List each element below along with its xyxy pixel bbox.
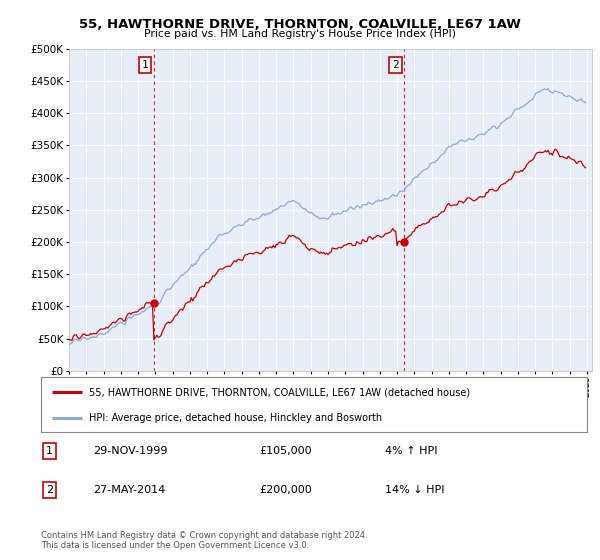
Text: 14% ↓ HPI: 14% ↓ HPI xyxy=(385,485,444,495)
Text: HPI: Average price, detached house, Hinckley and Bosworth: HPI: Average price, detached house, Hinc… xyxy=(89,413,382,422)
Text: Contains HM Land Registry data © Crown copyright and database right 2024.
This d: Contains HM Land Registry data © Crown c… xyxy=(41,531,367,550)
Text: 27-MAY-2014: 27-MAY-2014 xyxy=(92,485,165,495)
Text: 29-NOV-1999: 29-NOV-1999 xyxy=(92,446,167,456)
Text: 55, HAWTHORNE DRIVE, THORNTON, COALVILLE, LE67 1AW: 55, HAWTHORNE DRIVE, THORNTON, COALVILLE… xyxy=(79,18,521,31)
Text: £105,000: £105,000 xyxy=(259,446,312,456)
Text: £200,000: £200,000 xyxy=(259,485,312,495)
Text: 4% ↑ HPI: 4% ↑ HPI xyxy=(385,446,437,456)
Text: 55, HAWTHORNE DRIVE, THORNTON, COALVILLE, LE67 1AW (detached house): 55, HAWTHORNE DRIVE, THORNTON, COALVILLE… xyxy=(89,388,470,397)
Text: 1: 1 xyxy=(46,446,53,456)
Text: 2: 2 xyxy=(392,60,399,70)
Text: 1: 1 xyxy=(142,60,149,70)
Text: 2: 2 xyxy=(46,485,53,495)
Text: Price paid vs. HM Land Registry's House Price Index (HPI): Price paid vs. HM Land Registry's House … xyxy=(144,29,456,39)
